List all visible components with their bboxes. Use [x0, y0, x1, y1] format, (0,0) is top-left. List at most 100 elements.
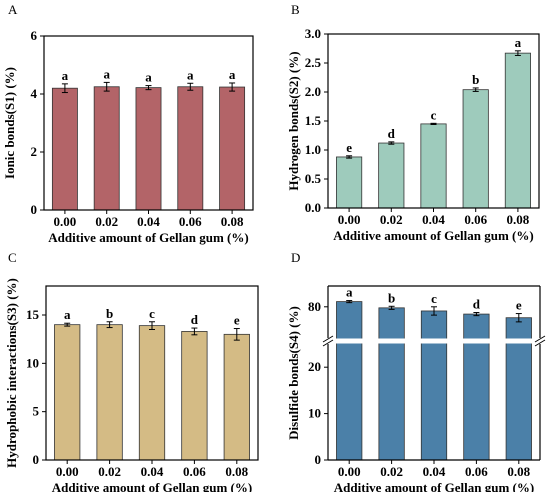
error-bar-1 [388, 141, 395, 145]
significance-letter-0: a [62, 68, 69, 83]
y-axis-title: Ionic bonds(S1) (%) [2, 67, 17, 179]
significance-letter-4: a [515, 35, 522, 50]
x-tick-label-2: 0.04 [423, 464, 446, 479]
significance-letter-3: a [187, 67, 194, 82]
y-tick-label-yticks-3: 6 [31, 28, 38, 43]
significance-letter-3: d [473, 297, 481, 312]
error-bar-0 [64, 322, 71, 327]
bar-3 [181, 331, 208, 461]
x-tick-label-3: 0.06 [464, 212, 487, 227]
x-tick-label-0: 0.00 [338, 212, 361, 227]
y-tick-label-yticks-2: 10 [26, 355, 39, 370]
bar-4 [219, 86, 246, 211]
x-tick-label-2: 0.04 [141, 464, 164, 479]
x-axis-title: Additive amount of Gellan gum (%) [334, 480, 534, 492]
bar-0 [54, 324, 81, 461]
y-tick-label-yticks-0: 0 [31, 202, 38, 217]
significance-letter-2: c [431, 107, 437, 122]
y-tick-label-yticks-2: 4 [31, 86, 38, 101]
error-bar-4 [229, 82, 236, 92]
panel-letter: A [8, 2, 18, 17]
bar-1 [378, 142, 405, 209]
x-tick-label-4: 0.08 [225, 464, 248, 479]
error-bar-2 [431, 306, 437, 316]
axis-break-mark-1 [534, 335, 546, 347]
error-bar-4 [515, 313, 522, 323]
y-tick-label-yticks_lower-0: 0 [315, 452, 322, 467]
bar-4 [504, 52, 531, 209]
error-bar-4 [233, 328, 240, 341]
x-tick-label-1: 0.02 [380, 464, 403, 479]
bar-1 [93, 86, 120, 211]
bar-4 [223, 333, 250, 461]
y-tick-label-yticks_upper-0: 80 [308, 299, 321, 314]
x-tick-label-1: 0.02 [380, 212, 403, 227]
x-axis-title: Additive amount of Gellan gum (%) [52, 480, 252, 492]
significance-letter-4: a [229, 67, 236, 82]
bar-1 [378, 307, 405, 461]
axis-break-mark-0 [322, 335, 334, 347]
error-bar-3 [187, 82, 194, 91]
x-tick-label-0: 0.00 [54, 214, 77, 229]
y-tick-label-yticks-1: 5 [33, 404, 40, 419]
error-bar-2 [430, 122, 437, 125]
y-tick-label-yticks-1: 2 [31, 144, 38, 159]
x-tick-label-3: 0.06 [179, 214, 202, 229]
y-tick-label-yticks-3: 15 [26, 307, 40, 322]
x-tick-label-1: 0.02 [95, 214, 118, 229]
panel-c: a 0.00 b 0.02 c 0.04 d 0.06 e 0.08 0 5 10 15 Additive … [4, 250, 259, 492]
y-tick-label-yticks-0: 0 [33, 452, 40, 467]
bar-2 [420, 123, 447, 209]
error-bar-0 [346, 300, 353, 304]
bar-1 [96, 324, 123, 461]
x-axis-title: Additive amount of Gellan gum (%) [333, 228, 533, 243]
x-tick-label-4: 0.08 [507, 464, 530, 479]
error-bar-1 [103, 81, 110, 92]
significance-letter-3: d [191, 312, 199, 327]
y-axis-title: Hydrophobic interactions(S3) (%) [4, 278, 19, 468]
y-tick-label-yticks_lower-2: 20 [308, 359, 321, 374]
significance-letter-1: d [388, 126, 396, 141]
panel-letter: D [291, 250, 300, 265]
bar-0 [336, 301, 363, 461]
bar-3 [177, 86, 204, 211]
plot-frame [327, 285, 541, 461]
significance-letter-0: a [346, 285, 353, 300]
y-tick-label-yticks_lower-1: 10 [308, 406, 321, 421]
plot-frame [43, 35, 254, 211]
y-tick-label-yticks-2: 1.0 [305, 142, 321, 157]
x-tick-label-0: 0.00 [56, 464, 79, 479]
plot-frame [45, 285, 259, 461]
x-tick-label-3: 0.06 [183, 464, 206, 479]
error-bar-0 [61, 83, 68, 94]
error-bar-1 [106, 321, 113, 329]
x-tick-label-0: 0.00 [338, 464, 361, 479]
bar-3 [463, 313, 490, 461]
error-bar-4 [514, 50, 521, 56]
y-tick-label-yticks-1: 0.5 [305, 171, 322, 186]
bar-0 [336, 156, 363, 209]
x-axis-title: Additive amount of Gellan gum (%) [48, 230, 248, 245]
error-bar-0 [346, 155, 353, 159]
significance-letter-1: b [106, 306, 113, 321]
significance-letter-2: c [431, 291, 437, 306]
error-bar-2 [145, 85, 152, 91]
significance-letter-1: a [103, 66, 110, 81]
y-tick-label-yticks-5: 2.5 [305, 55, 322, 70]
axis-break-gap [329, 338, 539, 344]
x-tick-label-3: 0.06 [465, 464, 488, 479]
x-tick-label-4: 0.08 [507, 212, 530, 227]
y-tick-label-yticks-0: 0.0 [305, 200, 321, 215]
significance-letter-2: c [149, 306, 155, 321]
significance-letter-0: e [346, 140, 352, 155]
error-bar-3 [473, 312, 480, 317]
x-tick-label-2: 0.04 [422, 212, 445, 227]
panel-b: e 0.00 d 0.02 c 0.04 b 0.06 a 0.08 0.0 0.5 1.0 1.5 2.0… [286, 2, 540, 243]
significance-letter-3: b [472, 72, 479, 87]
y-tick-label-yticks-4: 2.0 [305, 84, 321, 99]
bar-2 [420, 310, 448, 461]
x-tick-label-1: 0.02 [98, 464, 121, 479]
error-bar-2 [149, 321, 155, 330]
bar-2 [135, 87, 162, 211]
